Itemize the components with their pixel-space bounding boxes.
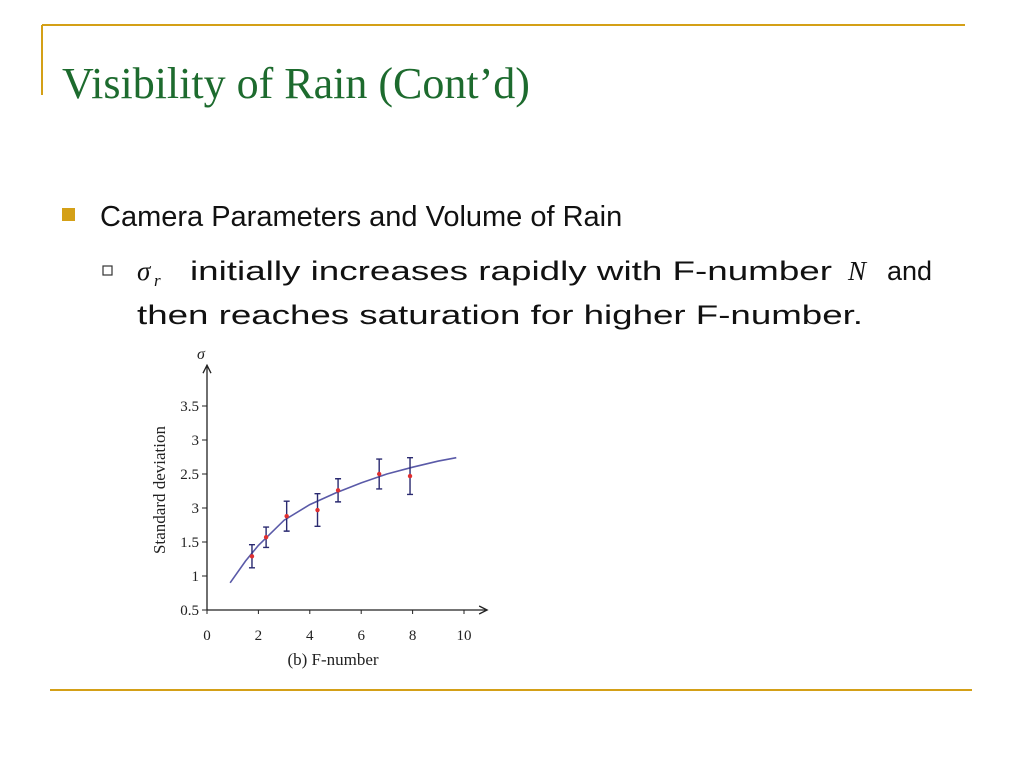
data-point	[315, 507, 320, 513]
sub-bullet-line: σ r initially increases rapidly with F-n…	[137, 256, 932, 292]
bullet-text: Camera Parameters and Volume of Rain	[100, 201, 622, 233]
y-tick-label: 2.5	[180, 467, 199, 483]
variable: N	[847, 256, 868, 286]
y-axis-arrow	[202, 363, 212, 374]
data-point	[284, 513, 289, 519]
data-point	[249, 554, 255, 559]
x-axis-label: (b) F-number	[287, 650, 378, 669]
sub-text-end: and	[887, 256, 932, 286]
x-tick-label: 2	[255, 628, 263, 644]
x-tick-label: 10	[457, 628, 472, 644]
sub-text: initially increases rapidly with F-numbe…	[190, 256, 832, 286]
y-axis-label: Standard deviation	[150, 426, 169, 554]
x-axis-arrow	[478, 605, 489, 615]
y-axis-symbol: σ	[197, 346, 206, 363]
x-tick-label: 4	[306, 628, 314, 644]
symbol: σ	[137, 256, 152, 286]
chart: σ Standard deviation (b) F-number 0.5 1 1.5 3 2…	[150, 346, 489, 669]
bullet-marker	[62, 208, 75, 221]
slide-title: Visibility of Rain (Cont’d)	[62, 59, 530, 108]
y-tick-label: 3.5	[180, 399, 199, 415]
data-point	[335, 488, 341, 493]
x-tick-label: 6	[357, 628, 365, 644]
x-tick-label: 8	[409, 628, 417, 644]
data-point	[376, 471, 382, 477]
sub-bullet-line-2: then reaches saturation for higher F-num…	[137, 300, 863, 330]
data-point	[263, 535, 269, 540]
y-tick-label: 1	[192, 569, 200, 585]
subscript: r	[154, 271, 161, 290]
y-tick-label: 3	[192, 501, 200, 517]
y-tick-label: 0.5	[180, 603, 199, 619]
y-tick-label: 1.5	[180, 535, 199, 551]
data-point	[407, 473, 413, 479]
x-tick-label: 0	[203, 628, 211, 644]
fit-curve	[229, 456, 457, 584]
sub-bullet-marker	[102, 265, 113, 276]
y-tick-label: 3	[192, 433, 200, 449]
